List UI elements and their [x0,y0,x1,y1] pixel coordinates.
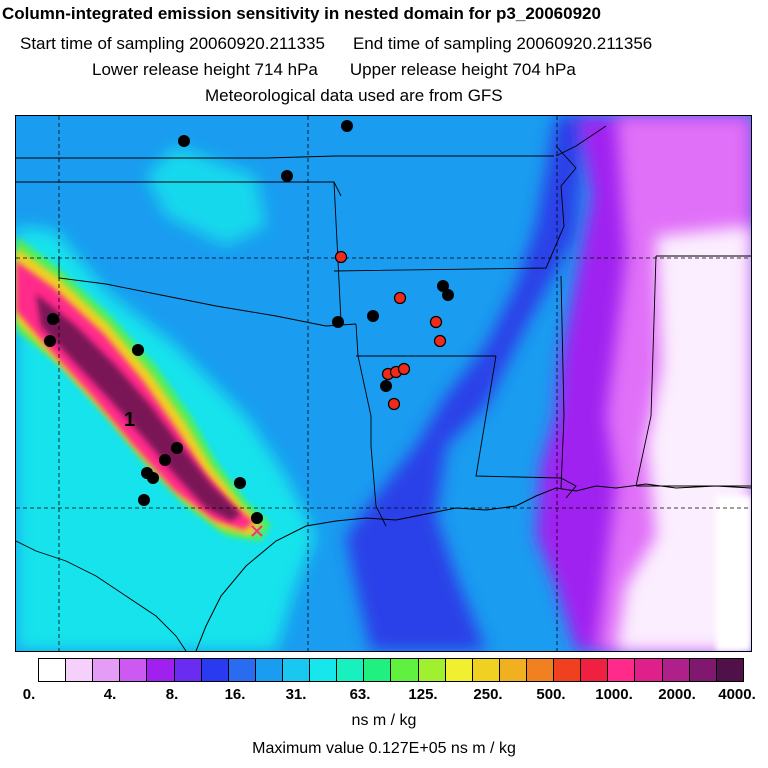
colorbar-segment [174,659,202,681]
boundary-tx-east [355,323,387,527]
sample-point-red [397,362,411,376]
boundary-al-ga [635,255,657,487]
colorbar-tick-label: 2000. [658,686,696,703]
sample-point-black [332,316,344,328]
colorbar-tick-label: 4000. [718,686,756,703]
field-cyan-north [146,146,266,246]
colorbar-segment [255,659,283,681]
sample-point-black [171,442,183,454]
field-deep-blue [346,116,586,651]
page-title: Column-integrated emission sensitivity i… [2,4,601,23]
colorbar-segment [581,659,609,681]
end-time-label: End time of sampling 20060920.211356 [352,34,653,53]
sample-point-red [387,397,401,411]
sample-point-black [178,135,190,147]
sample-point-black [132,344,144,356]
colorbar-segment [391,659,419,681]
sample-point-black [138,494,150,506]
boundary-ok-ar [333,181,342,322]
colorbar-segment [39,659,67,681]
maximum-value-label: Maximum value 0.127E+05 ns m / kg [252,740,516,757]
sample-point-black [367,310,379,322]
boundary-ok-tx-red [58,258,357,327]
colorbar-tick-label: 1000. [595,686,633,703]
colorbar-segment [228,659,256,681]
colorbar-segment [608,659,636,681]
colorbar-tick-label: 4. [103,686,117,703]
boundary-mo-ar [333,145,577,272]
sample-point-black [147,472,159,484]
sample-point-black [380,380,392,392]
sample-point-black [251,512,263,524]
coastline-gulf [195,483,751,651]
plume-core [36,294,241,521]
colorbar-tick-label: 500. [536,686,566,703]
colorbar-tick-label: 16. [224,686,246,703]
sample-point-black [341,120,353,132]
sample-point-black [159,454,171,466]
colorbar-segment [66,659,94,681]
colorbar-tick-label: 31. [285,686,307,703]
colorbar-units: ns m / kg [351,712,417,729]
colorbar-segment [526,659,555,681]
colorbar-tick-label: 250. [473,686,503,703]
field-white-se [716,496,751,651]
sampling-times: Start time of sampling 20060920.211335 En… [20,34,652,54]
boundary-north-1 [16,155,554,159]
lower-height-label: Lower release height 714 hPa [92,60,318,79]
upper-height-label: Upper release height 704 hPa [349,60,576,79]
colorbar-segment [635,659,663,681]
boundary-mexico [16,540,187,651]
sample-point-black [234,477,246,489]
colorbar-segment [337,659,365,681]
colorbar-tick-label: 8. [165,686,179,703]
colorbar-segment [310,659,338,681]
plume-end-marker [251,525,263,537]
sensitivity-map: 1 [15,115,752,652]
colorbar-tick-label: 63. [349,686,371,703]
release-heights: Lower release height 714 hPa Upper releas… [92,60,576,80]
sample-point-red [393,291,407,305]
sample-point-black [47,313,59,325]
colorbar-segment [716,659,743,681]
boundary-ne-ar [555,125,607,157]
boundary-ms-al [560,275,565,489]
colorbar-segment [472,659,500,681]
colorbar-segment [554,659,582,681]
sample-point-red [433,334,447,348]
colorbar-segment [120,659,148,681]
colorbar-segment [499,659,527,681]
sample-point-black [442,289,454,301]
colorbar-segment [689,659,717,681]
colorbar-tick-label: 125. [408,686,438,703]
met-data-label: Meteorological data used are from GFS [205,86,503,105]
colorbar-segment [147,659,175,681]
start-time-label: Start time of sampling 20060920.211335 [20,34,325,53]
colorbar-segment [364,659,392,681]
sample-point-black [44,335,56,347]
colorbar-segment [93,659,121,681]
colorbar-segment [282,659,311,681]
colorbar-segment [201,659,229,681]
sample-point-red [334,250,348,264]
colorbar-segment [445,659,473,681]
sample-point-black [437,280,449,292]
colorbar-tick-label: 0. [22,686,36,703]
colorbar-segment [662,659,690,681]
sample-point-black [281,170,293,182]
colorbar [38,658,744,682]
colorbar-segment [418,659,446,681]
plume-number-label: 1 [124,409,135,431]
boundary-la-ms [475,355,577,499]
sample-point-red [429,315,443,329]
